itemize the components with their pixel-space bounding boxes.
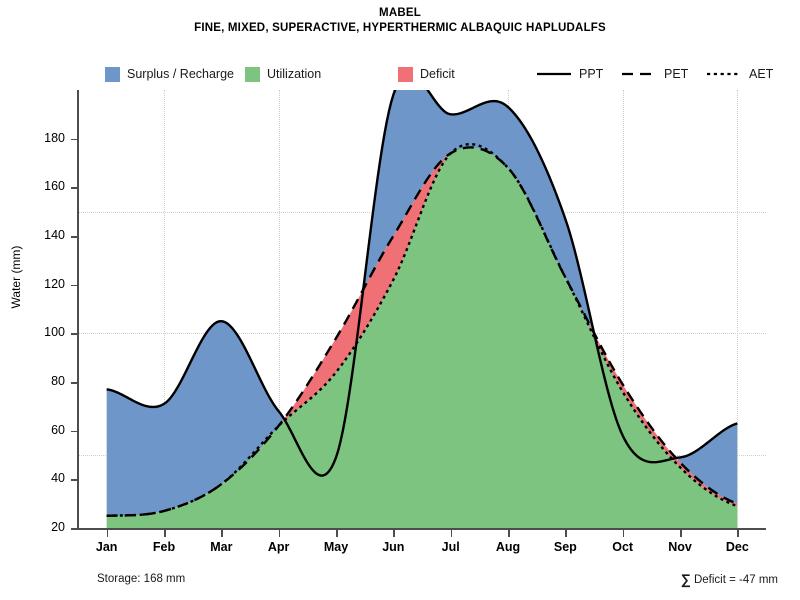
legend-line-dashed-icon <box>622 67 656 81</box>
sigma-icon: ∑ <box>680 571 691 587</box>
legend-label-pet: PET <box>664 67 689 81</box>
plot-area <box>78 90 766 528</box>
x-tick-label: May <box>323 540 349 554</box>
chart-title-block: MABEL FINE, MIXED, SUPERACTIVE, HYPERTHE… <box>0 6 800 36</box>
fill-utilization <box>106 144 738 528</box>
deficit-annotation-text: Deficit = -47 mm <box>690 574 778 586</box>
x-tick-label: Sep <box>553 540 577 554</box>
legend-item-utilization: Utilization <box>245 64 321 84</box>
legend-item-aet: AET <box>707 64 773 84</box>
x-tick-mark <box>737 530 739 537</box>
legend-label-deficit: Deficit <box>420 67 455 81</box>
x-tick-mark <box>106 530 109 537</box>
y-tick-mark <box>71 528 78 530</box>
legend-item-deficit: Deficit <box>398 64 455 84</box>
legend-line-dotted-icon <box>707 67 741 81</box>
y-tick-mark <box>71 236 78 238</box>
legend-item-pet: PET <box>622 64 688 84</box>
y-tick-mark <box>71 138 78 141</box>
y-tick-mark <box>71 333 78 335</box>
fill-deficit <box>280 154 738 507</box>
x-tick-label: Aug <box>495 540 521 554</box>
legend-line-solid-icon <box>537 67 571 81</box>
x-tick-mark <box>221 530 223 537</box>
y-tick-mark <box>71 430 78 433</box>
y-tick-label: 20 <box>51 520 65 534</box>
y-tick-label: 160 <box>44 179 65 194</box>
page-title: MABEL <box>379 7 421 19</box>
x-tick-mark <box>680 530 682 537</box>
x-tick-label: Apr <box>267 540 290 554</box>
y-tick-mark <box>71 479 78 481</box>
gridline-vertical <box>622 90 624 528</box>
page-subtitle: FINE, MIXED, SUPERACTIVE, HYPERTHERMIC A… <box>194 22 606 34</box>
y-tick-mark <box>71 382 78 384</box>
x-tick-mark <box>393 530 395 537</box>
legend-label-ppt: PPT <box>579 67 604 81</box>
x-tick-mark <box>622 530 625 537</box>
legend-swatch-utilization <box>245 66 260 82</box>
series-line-ppt <box>106 90 738 477</box>
legend-item-surplus: Surplus / Recharge <box>105 64 234 84</box>
x-tick-mark <box>278 530 281 537</box>
x-tick-mark <box>450 530 453 537</box>
x-tick-label: Nov <box>668 540 692 554</box>
deficit-annotation: ∑ Deficit = -47 mm <box>681 571 778 587</box>
y-tick-mark <box>71 187 78 189</box>
y-tick-label: 40 <box>51 471 65 486</box>
y-tick-label: 100 <box>44 325 65 340</box>
legend-label-utilization: Utilization <box>267 67 322 81</box>
x-axis-line <box>77 528 766 530</box>
x-tick-mark <box>508 530 510 537</box>
legend-label-aet: AET <box>749 67 774 81</box>
water-balance-chart <box>106 90 738 528</box>
legend-swatch-surplus <box>105 66 120 82</box>
x-tick-label: Jan <box>95 540 118 554</box>
y-tick-label: 180 <box>44 130 65 145</box>
x-tick-label: Feb <box>152 540 176 554</box>
gridline-vertical <box>737 90 739 528</box>
y-tick-mark <box>71 284 78 287</box>
y-tick-label: 60 <box>51 422 65 437</box>
x-tick-label: Jul <box>441 540 460 554</box>
legend-item-ppt: PPT <box>537 64 603 84</box>
x-tick-mark <box>336 530 338 537</box>
y-tick-label: 140 <box>44 228 65 242</box>
gridline-vertical <box>278 90 280 528</box>
x-tick-label: Dec <box>725 540 749 554</box>
y-tick-label: 120 <box>44 276 65 291</box>
gridline-vertical <box>164 90 165 528</box>
x-tick-label: Mar <box>210 540 233 554</box>
y-axis-line <box>77 90 79 529</box>
chart-legend: Surplus / Recharge Utilization Deficit P… <box>0 64 800 84</box>
y-tick-label: 80 <box>51 374 65 388</box>
x-tick-label: Jun <box>382 540 405 554</box>
legend-label-surplus: Surplus / Recharge <box>127 67 235 81</box>
storage-annotation: Storage: 168 mm <box>97 573 186 585</box>
x-tick-label: Oct <box>612 540 634 554</box>
x-tick-mark <box>164 530 166 537</box>
series-line-pet <box>106 146 738 518</box>
legend-swatch-deficit <box>398 66 413 82</box>
x-tick-mark <box>565 530 567 537</box>
fill-surplus <box>106 90 738 516</box>
